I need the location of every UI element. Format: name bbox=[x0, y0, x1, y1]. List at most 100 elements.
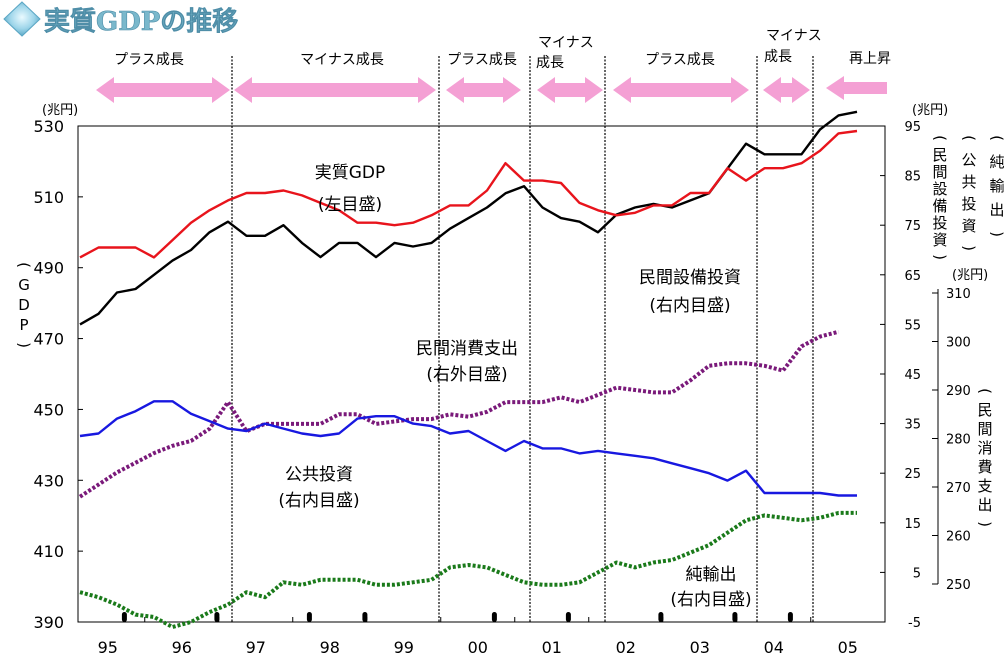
annotation-gdp-scale: (左目盛) bbox=[318, 195, 382, 215]
right-inner-tick-label: 45 bbox=[904, 368, 921, 383]
vertical-axis-titles: (GDP)(民間設備投資)(公共投資)(純輸出)(民間消費支出) bbox=[15, 135, 1006, 527]
capex-axis-title: ) bbox=[931, 254, 949, 260]
right-inner-tick-label: 35 bbox=[904, 418, 921, 433]
left-tick-label: 490 bbox=[33, 259, 64, 278]
annotation-consumption-scale: (右外目盛) bbox=[426, 365, 507, 385]
capex-axis-title: ( bbox=[931, 135, 949, 141]
capex-axis-title: 資 bbox=[932, 231, 947, 249]
x-tick-label: 95 bbox=[98, 638, 118, 657]
phase-label: プラス成長 bbox=[447, 52, 517, 68]
right-outer-tick-label: 280 bbox=[946, 433, 971, 448]
phase-label: 成長 bbox=[764, 49, 792, 65]
phase-arrow bbox=[446, 77, 521, 103]
left-axis: 390 410 430 450 470 490 510 530 bbox=[33, 117, 83, 632]
gdp-axis-title: ( bbox=[15, 262, 33, 268]
consumption-axis-title: ( bbox=[976, 388, 994, 394]
net-axis-title: ( bbox=[988, 135, 1006, 141]
phase-label: プラス成長 bbox=[645, 52, 715, 68]
right-inner-tick-label: 95 bbox=[904, 120, 921, 135]
left-tick-label: 430 bbox=[33, 471, 64, 490]
right-inner-axis: -5 5 15 25 35 45 55 65 75 85 95 bbox=[880, 120, 921, 631]
left-tick-label: 390 bbox=[33, 613, 64, 632]
phase-label: 成長 bbox=[536, 55, 564, 71]
x-tick-label: 00 bbox=[468, 638, 488, 657]
turning-point-marker bbox=[214, 612, 220, 622]
consumption-axis-title: 間 bbox=[977, 420, 992, 438]
series-line bbox=[79, 400, 857, 497]
phase-boundary-lines bbox=[231, 56, 814, 622]
x-tick-label: 96 bbox=[172, 638, 192, 657]
phase-label: マイナス成長 bbox=[300, 52, 384, 68]
x-tick-label: 98 bbox=[320, 638, 340, 657]
capex-axis-title: 備 bbox=[932, 197, 947, 215]
net-axis-title: 出 bbox=[989, 201, 1004, 219]
net-axis-title: 輸 bbox=[989, 177, 1004, 195]
right-inner-tick-label: -5 bbox=[908, 616, 921, 631]
phase-label: プラス成長 bbox=[114, 52, 184, 68]
title-group: 実質GDPの推移 bbox=[3, 1, 239, 37]
phase-label: 再上昇 bbox=[849, 51, 891, 67]
consumption-axis-title: 出 bbox=[977, 496, 992, 514]
right-outer-tick-label: 250 bbox=[946, 578, 971, 593]
phase-label: マイナス bbox=[538, 35, 594, 51]
x-tick-label: 04 bbox=[764, 638, 784, 657]
turning-point-marker bbox=[658, 612, 664, 622]
right-inner-tick-label: 15 bbox=[904, 517, 921, 532]
left-unit-label: (兆円) bbox=[42, 103, 78, 118]
series-line bbox=[79, 129, 858, 259]
annotation-net: 純輸出 bbox=[686, 565, 737, 585]
annotation-gdp: 実質GDP bbox=[315, 163, 386, 183]
right-outer-tick-label: 260 bbox=[946, 530, 971, 545]
left-tick-label: 470 bbox=[33, 330, 64, 349]
left-tick-label: 450 bbox=[33, 400, 64, 419]
public-axis-title: ) bbox=[960, 245, 978, 251]
phase-arrow-left bbox=[826, 76, 887, 100]
gdp-axis-title: D bbox=[18, 296, 30, 314]
capex-axis-title: 間 bbox=[932, 163, 947, 181]
series-annotations: 実質GDP (左目盛) 民間設備投資 (右内目盛) 民間消費支出 (右外目盛) 公共投資 (右… bbox=[278, 163, 751, 610]
consumption-axis-title: 支 bbox=[977, 477, 992, 495]
phase-label: マイナス bbox=[766, 28, 822, 44]
phase-arrow bbox=[763, 77, 810, 103]
right-inner-tick-label: 85 bbox=[904, 170, 921, 185]
phase-arrow bbox=[234, 77, 436, 103]
right-inner-tick-label: 5 bbox=[913, 566, 921, 581]
capex-axis-title: 設 bbox=[932, 180, 947, 198]
right-outer-tick-label: 310 bbox=[946, 287, 971, 302]
left-tick-label: 410 bbox=[33, 542, 64, 561]
right-outer-tick-label: 270 bbox=[946, 481, 971, 496]
left-tick-label: 510 bbox=[33, 188, 64, 207]
right-inner-tick-label: 55 bbox=[904, 318, 921, 333]
public-axis-title: ( bbox=[960, 135, 978, 141]
right-inner-tick-label: 25 bbox=[904, 467, 921, 482]
series-line bbox=[79, 510, 857, 629]
annotation-capex-scale: (右内目盛) bbox=[649, 296, 730, 316]
x-tick-label: 99 bbox=[394, 638, 414, 657]
annotation-net-scale: (右内目盛) bbox=[670, 590, 751, 610]
right-unit-label: (兆円) bbox=[912, 103, 948, 118]
turning-point-marker bbox=[732, 612, 738, 622]
consumption-axis-title: ) bbox=[976, 521, 994, 527]
turning-point-marker bbox=[306, 612, 312, 622]
right-far-unit-label: (兆円) bbox=[952, 268, 988, 283]
phase-arrows bbox=[96, 76, 887, 103]
phase-arrow bbox=[537, 77, 603, 103]
consumption-axis-title: 民 bbox=[977, 401, 992, 419]
turning-point-marker bbox=[121, 612, 127, 622]
net-axis-title: ) bbox=[988, 231, 1006, 237]
public-axis-title: 投 bbox=[961, 195, 976, 213]
x-tick-label: 01 bbox=[542, 638, 562, 657]
x-tick-label: 02 bbox=[616, 638, 636, 657]
series-line bbox=[78, 329, 840, 499]
turning-point-marker bbox=[787, 612, 793, 622]
gdp-axis-title: G bbox=[18, 276, 30, 294]
x-tick-label: 03 bbox=[690, 638, 710, 657]
diamond-icon bbox=[3, 1, 41, 37]
turning-point-marker bbox=[362, 612, 368, 622]
turning-point-markers bbox=[121, 612, 793, 622]
right-outer-tick-label: 300 bbox=[946, 336, 971, 351]
consumption-axis-title: 消 bbox=[977, 439, 992, 457]
turning-point-marker bbox=[565, 612, 571, 622]
annotation-public: 公共投資 bbox=[285, 465, 353, 485]
